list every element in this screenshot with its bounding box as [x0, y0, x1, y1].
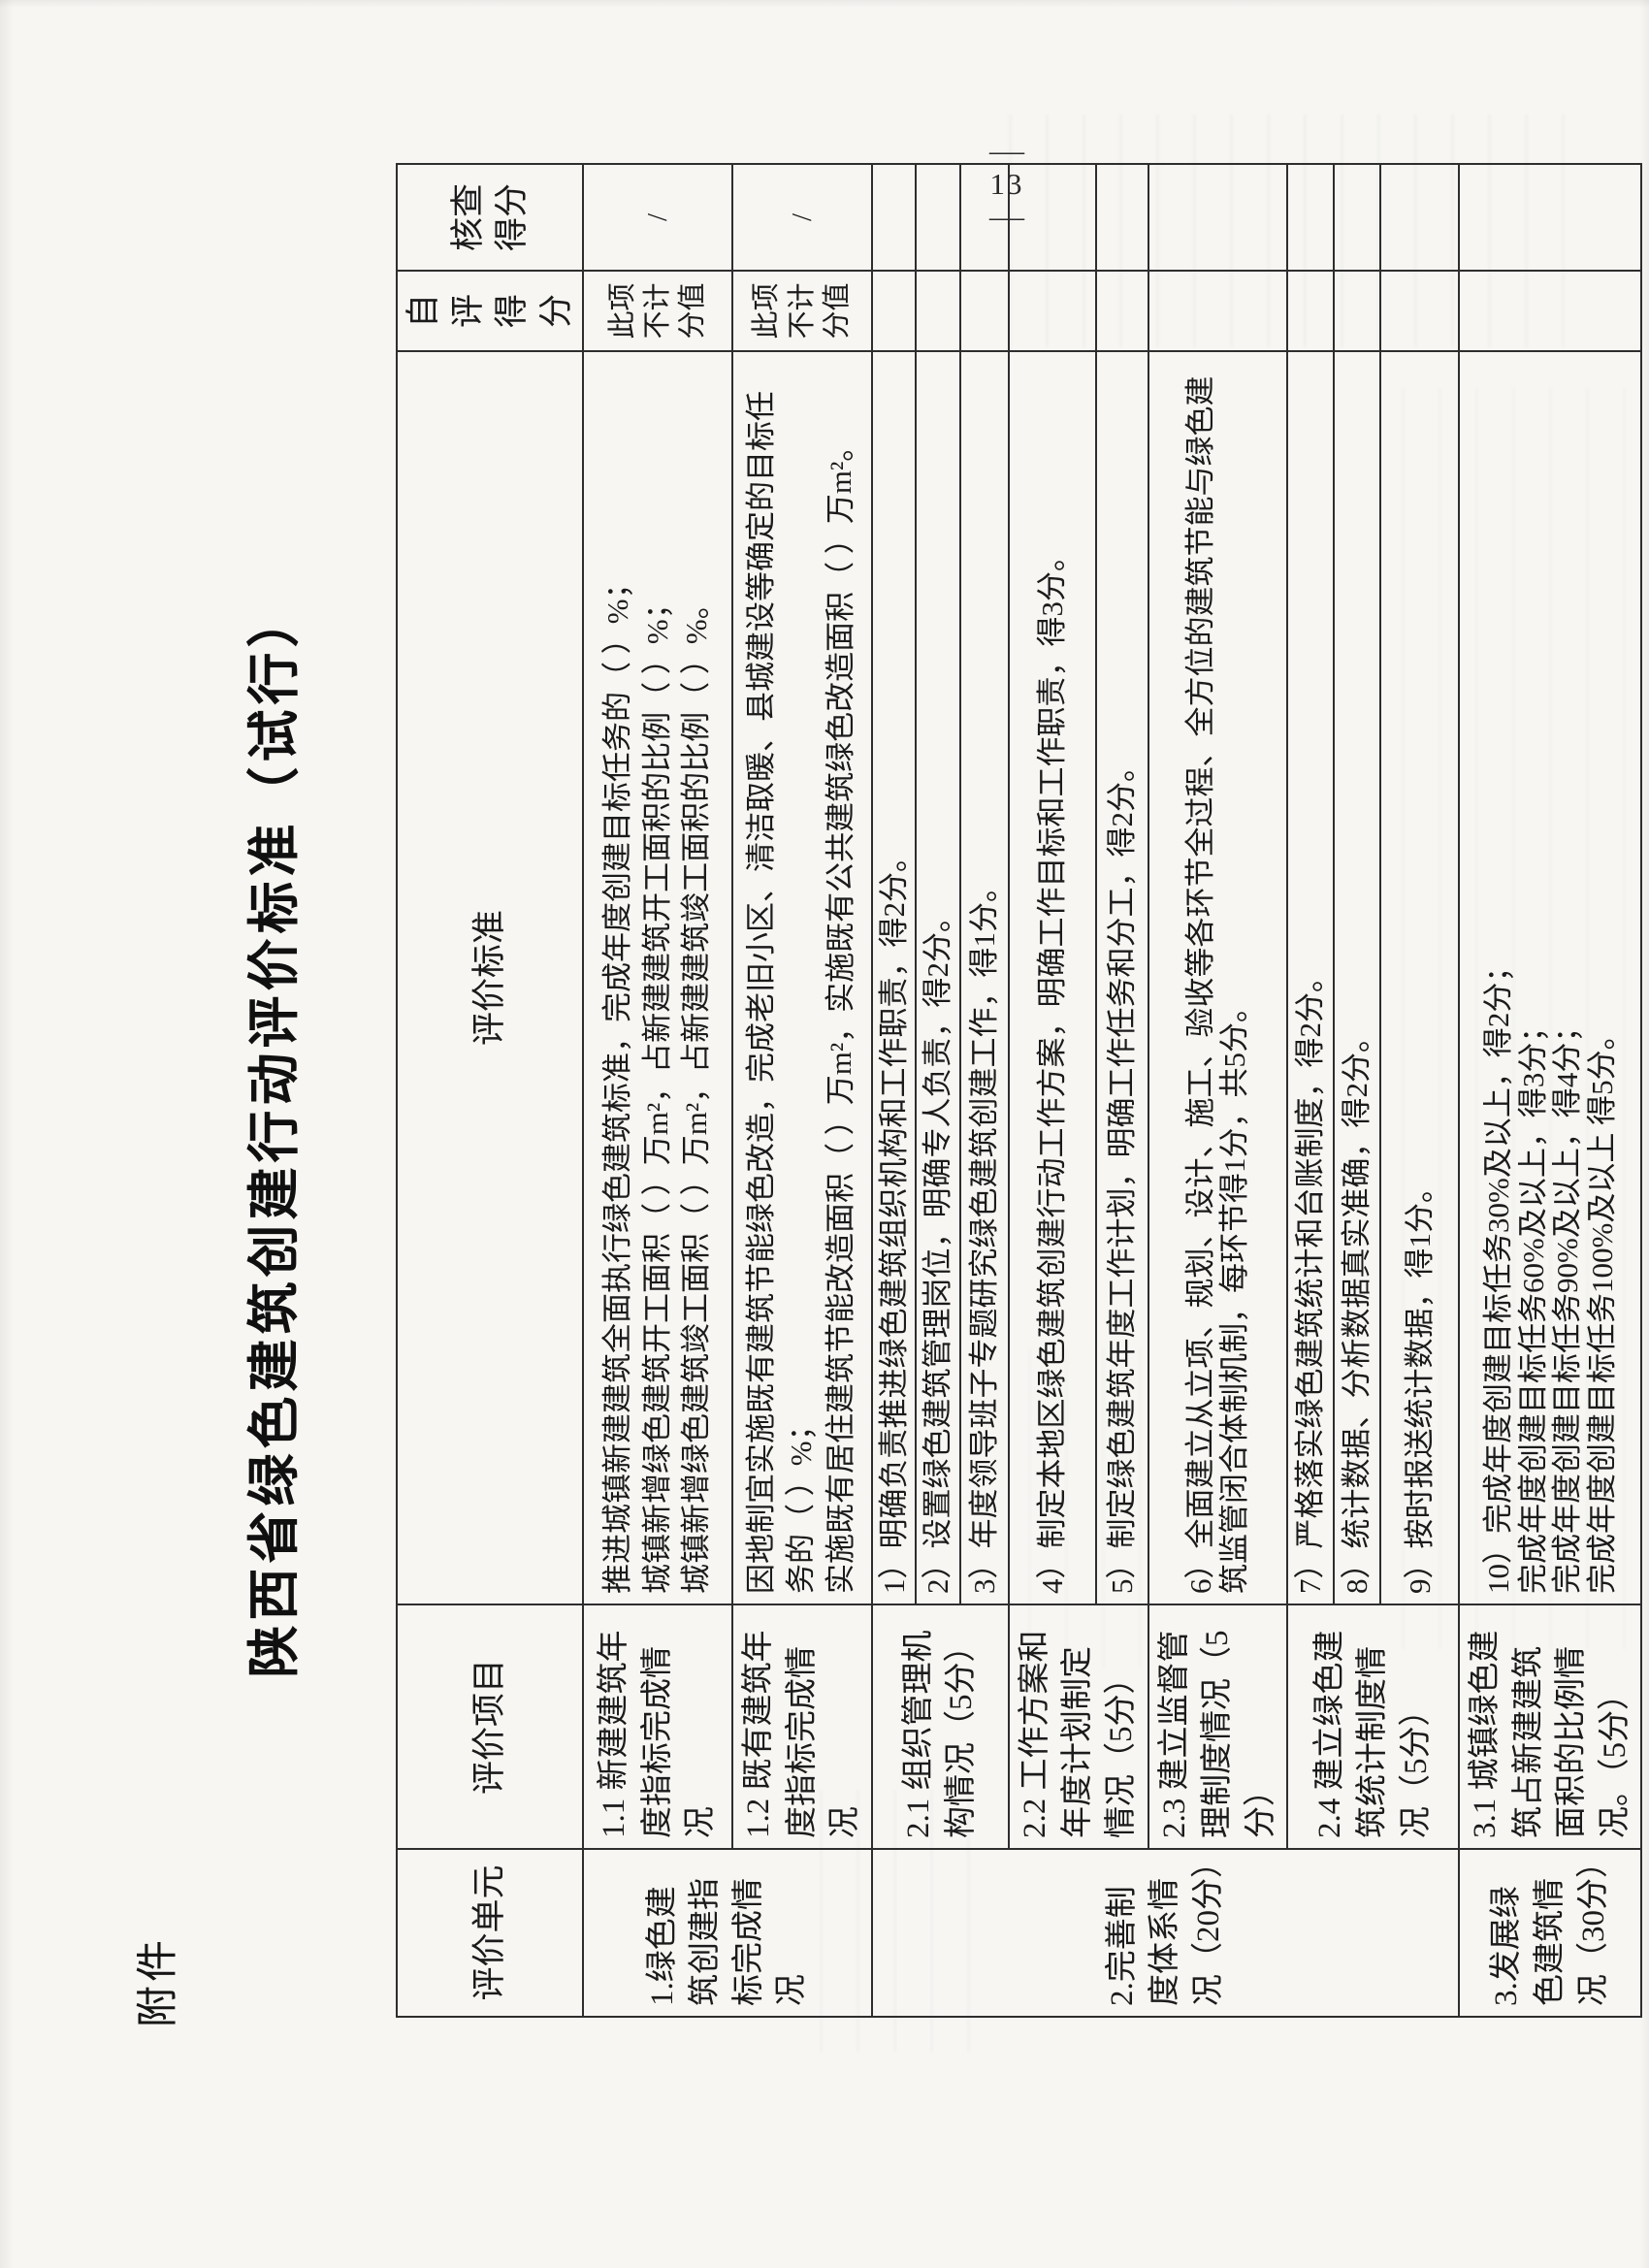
standard-cell-1-2: 因地制宜实施既有建筑节能绿色改造，完成老旧小区、清洁取暖、县城建设等确定的目标任… — [732, 351, 872, 1604]
self-score-cell-item-9 — [1380, 271, 1460, 351]
evaluation-table: 评价单元 评价项目 评价标准 自评得分 核查得分 1.绿色建筑创建指标完成情况 … — [396, 163, 1642, 2018]
project-cell-2-1: 2.1 组织管理机构情况（5分） — [871, 1604, 1009, 1849]
check-score-cell-item-1 — [871, 164, 917, 271]
standard-cell-item-8: 8）统计数据、分析数据真实准确，得2分。 — [1334, 351, 1381, 1604]
self-score-cell-item-6 — [1148, 271, 1288, 351]
self-score-cell-item-1 — [871, 271, 917, 351]
standard-cell-item-10: 10）完成年度创建目标任务30%及以上，得2分； 完成年度创建目标任务60%及以… — [1459, 351, 1642, 1604]
check-score-cell-1-2: / — [732, 164, 872, 271]
page-number-dash-bottom: — — [989, 201, 1024, 234]
self-score-cell-1-2: 此项不计分值 — [732, 271, 872, 351]
standard-cell-item-3: 3）年度领导班子专题研究绿色建筑创建工作，得1分。 — [959, 351, 1009, 1604]
unit-cell-3: 3.发展绿色建筑情况（30分） — [1459, 1849, 1642, 2017]
project-cell-1-1: 1.1 新建建筑年度指标完成情况 — [583, 1604, 732, 1849]
table-row-item-7: 2.4 建立绿色建筑统计制度情况（5分） 7）严格落实绿色建筑统计和台账制度，得… — [1287, 164, 1460, 2017]
unit-cell-2: 2.完善制度体系情况（20分） — [871, 1849, 1460, 2017]
standard-cell-item-9: 9）按时报送统计数据，得1分。 — [1380, 351, 1460, 1604]
standard-cell-item-6: 6）全面建立从立项、规划、设计、施工、验收等各环节全过程、全方位的建筑节能与绿色… — [1148, 351, 1288, 1604]
table-header-row: 评价单元 评价项目 评价标准 自评得分 核查得分 — [397, 164, 583, 2017]
self-score-cell-item-2 — [916, 271, 960, 351]
project-cell-1-2: 1.2 既有建筑年度指标完成情况 — [732, 1604, 872, 1849]
self-score-cell-item-3 — [959, 271, 1009, 351]
self-score-cell-item-10 — [1459, 271, 1642, 351]
self-score-cell-item-4 — [1008, 271, 1096, 351]
standard-cell-item-7: 7）严格落实绿色建筑统计和台账制度，得2分。 — [1287, 351, 1335, 1604]
table-row-item-10: 3.发展绿色建筑情况（30分） 3.1 城镇绿色建筑占新建建筑面积的比例情况。（… — [1459, 164, 1642, 2017]
check-score-cell-item-10 — [1459, 164, 1642, 271]
page-number-value: 13 — [989, 166, 1024, 201]
check-score-cell-item-2 — [916, 164, 960, 271]
self-score-cell-1-1: 此项不计分值 — [583, 271, 732, 351]
table-row-1-1: 1.绿色建筑创建指标完成情况 1.1 新建建筑年度指标完成情况 推进城镇新建建筑… — [583, 164, 872, 2017]
page-title: 陕西省绿色建筑创建行动评价标准（试行） — [245, 590, 304, 1678]
page-number: — 13 — — [972, 136, 1042, 233]
check-score-cell-item-7 — [1287, 164, 1335, 271]
table-row-item-1: 2.完善制度体系情况（20分） 2.1 组织管理机构情况（5分） 1）明确负责推… — [871, 164, 1460, 2017]
check-score-cell-item-9 — [1380, 164, 1460, 271]
check-score-cell-item-6 — [1148, 164, 1288, 271]
project-cell-2-3: 2.3 建立监督管理制度情况（5分） — [1148, 1604, 1288, 1849]
check-score-cell-item-8 — [1334, 164, 1381, 271]
evaluation-table-wrapper: 评价单元 评价项目 评价标准 自评得分 核查得分 1.绿色建筑创建指标完成情况 … — [396, 163, 1642, 2018]
page-number-dash-top: — — [989, 135, 1024, 167]
standard-cell-item-2: 2）设置绿色建筑管理岗位，明确专人负责，得2分。 — [916, 351, 960, 1604]
column-header-project: 评价项目 — [397, 1604, 583, 1849]
attachment-label: 附件 — [136, 1936, 181, 2027]
standard-cell-item-4: 4）制定本地区绿色建筑创建行动工作方案，明确工作目标和工作职责，得3分。 — [1008, 351, 1096, 1604]
column-header-standard: 评价标准 — [397, 351, 583, 1604]
self-score-cell-item-7 — [1287, 271, 1335, 351]
project-cell-3-1: 3.1 城镇绿色建筑占新建建筑面积的比例情况。（5分） — [1459, 1604, 1642, 1849]
column-header-unit: 评价单元 — [397, 1849, 583, 2017]
project-cell-2-4: 2.4 建立绿色建筑统计制度情况（5分） — [1287, 1604, 1460, 1849]
self-score-cell-item-5 — [1095, 271, 1148, 351]
column-header-check-score: 核查得分 — [397, 164, 583, 271]
table-row-item-6: 2.3 建立监督管理制度情况（5分） 6）全面建立从立项、规划、设计、施工、验收… — [1148, 164, 1288, 2017]
table-row-1-2: 1.2 既有建筑年度指标完成情况 因地制宜实施既有建筑节能绿色改造，完成老旧小区… — [732, 164, 872, 2017]
self-score-cell-item-8 — [1334, 271, 1381, 351]
check-score-cell-item-5 — [1095, 164, 1148, 271]
project-cell-2-2: 2.2 工作方案和年度计划制定情况（5分） — [1008, 1604, 1148, 1849]
column-header-self-score: 自评得分 — [397, 271, 583, 351]
unit-cell-1: 1.绿色建筑创建指标完成情况 — [583, 1849, 872, 2017]
table-row-item-4: 2.2 工作方案和年度计划制定情况（5分） 4）制定本地区绿色建筑创建行动工作方… — [1008, 164, 1148, 2017]
check-score-cell-1-1: / — [583, 164, 732, 271]
standard-cell-1-1: 推进城镇新建建筑全面执行绿色建筑标准，完成年度创建目标任务的（ ）%； 城镇新增… — [583, 351, 732, 1604]
standard-cell-item-1: 1）明确负责推进绿色建筑组织机构和工作职责，得2分。 — [871, 351, 917, 1604]
standard-cell-item-5: 5）制定绿色建筑年度工作计划，明确工作任务和分工，得2分。 — [1095, 351, 1148, 1604]
